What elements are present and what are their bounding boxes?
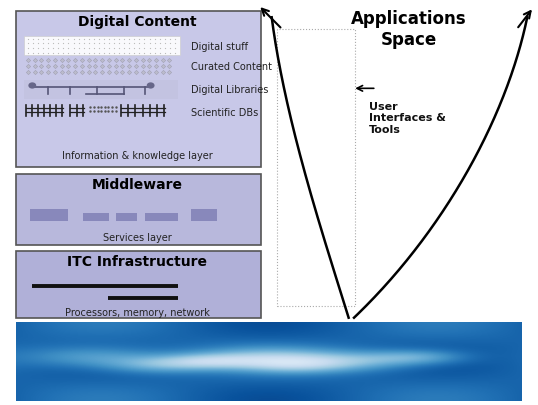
Circle shape (147, 84, 154, 89)
FancyBboxPatch shape (24, 81, 178, 100)
Text: Digital stuff: Digital stuff (191, 42, 248, 51)
Text: Applications
Space: Applications Space (351, 10, 466, 49)
Text: Middleware: Middleware (91, 177, 183, 191)
FancyBboxPatch shape (83, 213, 109, 222)
FancyBboxPatch shape (145, 213, 178, 222)
Text: Digital Libraries: Digital Libraries (191, 85, 268, 95)
Text: Digital Content: Digital Content (78, 15, 196, 29)
Text: User
Interfaces &
Tools: User Interfaces & Tools (369, 101, 445, 134)
Circle shape (29, 84, 36, 89)
Text: Processors, memory, network: Processors, memory, network (65, 308, 210, 318)
Text: Scientific DBs: Scientific DBs (191, 108, 258, 117)
FancyBboxPatch shape (191, 209, 217, 222)
FancyBboxPatch shape (24, 36, 180, 56)
FancyBboxPatch shape (116, 213, 137, 222)
Text: Information & knowledge layer: Information & knowledge layer (62, 151, 213, 161)
FancyBboxPatch shape (16, 174, 261, 245)
Text: ITC Infrastructure: ITC Infrastructure (67, 254, 207, 268)
FancyBboxPatch shape (30, 209, 68, 222)
FancyBboxPatch shape (16, 12, 261, 168)
Text: Curated Content: Curated Content (191, 62, 272, 72)
FancyBboxPatch shape (16, 251, 261, 318)
Text: Services layer: Services layer (103, 232, 172, 242)
